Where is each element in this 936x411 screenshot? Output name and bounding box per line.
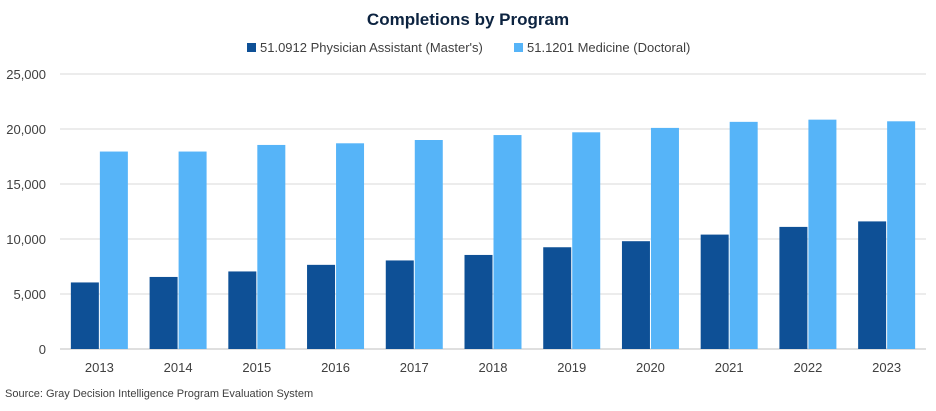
bar-physician-assistant-2023 (858, 221, 887, 349)
bar-medicine-2020 (650, 127, 679, 350)
bar-medicine-2013 (99, 151, 128, 349)
y-tick-label: 15,000 (6, 177, 46, 192)
legend-label-medicine: 51.1201 Medicine (Doctoral) (527, 40, 690, 55)
y-tick-label: 0 (39, 342, 46, 357)
legend-label-physician-assistant: 51.0912 Physician Assistant (Master's) (260, 40, 483, 55)
x-tick-label: 2022 (793, 360, 822, 375)
x-tick-label: 2023 (872, 360, 901, 375)
legend-swatch-medicine (514, 43, 523, 52)
x-tick-label: 2014 (164, 360, 193, 375)
y-tick-label: 20,000 (6, 122, 46, 137)
x-tick-label: 2019 (557, 360, 586, 375)
bar-physician-assistant-2019 (543, 247, 572, 349)
bar-medicine-2022 (808, 119, 837, 350)
legend-swatch-physician-assistant (247, 43, 256, 52)
bar-physician-assistant-2013 (70, 282, 99, 349)
x-tick-label: 2016 (321, 360, 350, 375)
bar-physician-assistant-2015 (228, 271, 257, 349)
source-note: Source: Gray Decision Intelligence Progr… (5, 388, 313, 400)
legend: 51.0912 Physician Assistant (Master's) 5… (247, 40, 690, 55)
bar-medicine-2021 (729, 121, 758, 349)
x-tick-label: 2020 (636, 360, 665, 375)
y-axis-ticks: 0 5,000 10,000 15,000 20,000 25,000 (6, 67, 46, 357)
x-axis-ticks: 2013 2014 2015 2016 2017 2018 2019 2020 2021 2022… (85, 360, 901, 375)
bar-physician-assistant-2022 (779, 226, 808, 349)
bar-medicine-2023 (887, 121, 916, 349)
y-tick-label: 25,000 (6, 67, 46, 82)
chart-title: Completions by Program (367, 10, 569, 29)
bar-physician-assistant-2021 (700, 234, 729, 349)
y-tick-label: 5,000 (13, 287, 46, 302)
bar-physician-assistant-2018 (464, 254, 493, 349)
x-tick-label: 2021 (715, 360, 744, 375)
bar-medicine-2018 (493, 135, 522, 349)
bar-medicine-2014 (178, 151, 207, 349)
x-tick-label: 2017 (400, 360, 429, 375)
x-tick-label: 2018 (479, 360, 508, 375)
bar-medicine-2017 (414, 140, 443, 349)
bar-medicine-2019 (572, 132, 601, 349)
bar-physician-assistant-2020 (621, 241, 650, 349)
bar-physician-assistant-2016 (307, 264, 336, 349)
bar-physician-assistant-2014 (149, 276, 178, 349)
y-tick-label: 10,000 (6, 232, 46, 247)
x-tick-label: 2015 (242, 360, 271, 375)
bar-medicine-2016 (336, 143, 365, 349)
x-tick-label: 2013 (85, 360, 114, 375)
bars (70, 119, 916, 350)
bar-medicine-2015 (257, 144, 286, 349)
bar-physician-assistant-2017 (385, 260, 414, 349)
